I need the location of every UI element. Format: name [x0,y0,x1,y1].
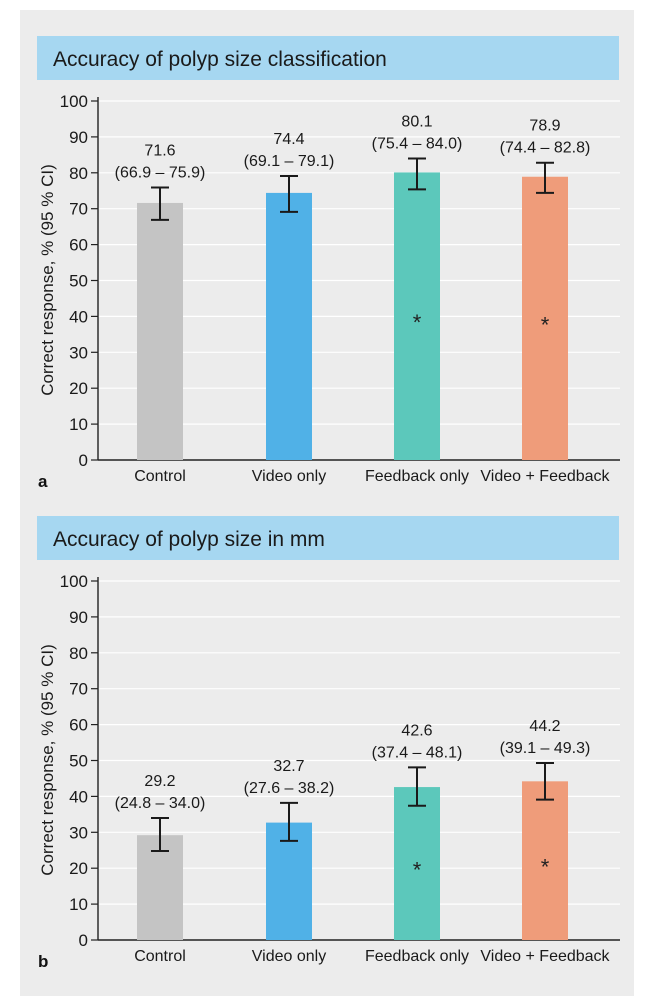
chart-title-banner [37,36,619,80]
y-tick-label: 90 [69,608,88,627]
y-tick-label: 40 [69,787,88,806]
y-tick-label: 70 [69,680,88,699]
significance-star: * [413,858,422,883]
value-label: 78.9 [529,118,560,135]
y-tick-label: 50 [69,272,88,291]
y-tick-label: 10 [69,895,88,914]
bar [266,192,312,461]
y-tick-label: 0 [79,451,88,470]
charts-canvas: Accuracy of polyp size classification 0 10… [37,36,620,971]
category-label: Video only [252,468,326,485]
y-tick-label: 80 [69,644,88,663]
value-label: 32.7 [273,758,304,775]
bar [266,822,312,940]
chart-panel-b: Accuracy of polyp size in mm 0 10 20 30 40 50 6… [37,516,620,971]
panel-letter: b [38,952,48,971]
y-axis-label: Correct response, % (95 % CI) [38,164,57,395]
y-tick-label: 90 [69,128,88,147]
figure-frame: Accuracy of polyp size classification 0 10… [20,10,634,996]
ci-label: (69.1 – 79.1) [244,153,335,170]
ci-label: (39.1 – 49.3) [500,740,591,757]
y-tick-label: 60 [69,716,88,735]
bar [137,202,183,460]
ci-label: (66.9 – 75.9) [115,165,206,182]
ci-label: (37.4 – 48.1) [372,744,463,761]
bar [137,835,183,940]
bar [394,787,440,940]
category-label: Video only [252,948,326,965]
y-axis-label: Correct response, % (95 % CI) [38,644,57,875]
value-label: 74.4 [273,131,304,148]
category-label: Feedback only [365,468,469,485]
value-label: 71.6 [144,143,175,160]
y-tick-label: 100 [60,92,88,111]
category-label: Control [134,468,186,485]
chart-title: Accuracy of polyp size in mm [53,528,325,551]
y-tick-label: 100 [60,572,88,591]
significance-star: * [541,855,550,880]
y-tick-label: 10 [69,415,88,434]
category-label: Feedback only [365,948,469,965]
category-label: Video + Feedback [480,948,610,965]
y-tick-label: 50 [69,752,88,771]
chart-title-banner [37,516,619,560]
y-tick-label: 30 [69,823,88,842]
bar [522,176,568,460]
value-label: 44.2 [529,718,560,735]
y-tick-label: 80 [69,164,88,183]
bar [394,172,440,461]
bar [522,781,568,940]
category-label: Control [134,948,186,965]
significance-star: * [413,310,422,335]
chart-panel-a: Accuracy of polyp size classification 0 10… [37,36,620,491]
value-label: 80.1 [401,113,432,130]
ci-label: (24.8 – 34.0) [115,795,206,812]
significance-star: * [541,312,550,337]
ci-label: (74.4 – 82.8) [500,140,591,157]
value-label: 29.2 [144,773,175,790]
y-tick-label: 60 [69,236,88,255]
category-label: Video + Feedback [480,468,610,485]
value-label: 42.6 [401,722,432,739]
ci-label: (27.6 – 38.2) [244,780,335,797]
y-tick-label: 0 [79,931,88,950]
y-tick-label: 20 [69,859,88,878]
ci-label: (75.4 – 84.0) [372,135,463,152]
y-tick-label: 70 [69,200,88,219]
chart-title: Accuracy of polyp size classification [53,48,387,71]
y-tick-label: 30 [69,343,88,362]
y-tick-label: 20 [69,379,88,398]
panel-letter: a [38,472,48,491]
y-tick-label: 40 [69,307,88,326]
